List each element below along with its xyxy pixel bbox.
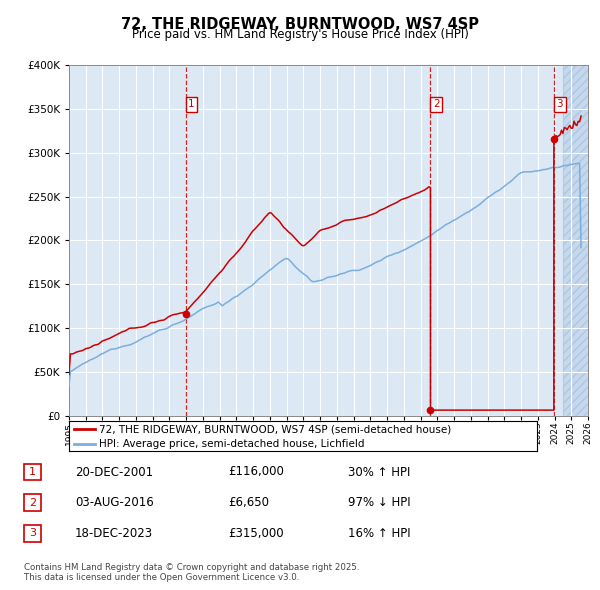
Text: 2: 2 — [29, 498, 36, 507]
Bar — [563, 65, 588, 416]
Text: HPI: Average price, semi-detached house, Lichfield: HPI: Average price, semi-detached house,… — [100, 439, 365, 448]
Text: 1: 1 — [29, 467, 36, 477]
Text: 3: 3 — [29, 529, 36, 538]
Text: Price paid vs. HM Land Registry's House Price Index (HPI): Price paid vs. HM Land Registry's House … — [131, 28, 469, 41]
Text: 72, THE RIDGEWAY, BURNTWOOD, WS7 4SP (semi-detached house): 72, THE RIDGEWAY, BURNTWOOD, WS7 4SP (se… — [100, 424, 452, 434]
Text: 30% ↑ HPI: 30% ↑ HPI — [348, 466, 410, 478]
Bar — [563, 65, 588, 416]
Text: 72, THE RIDGEWAY, BURNTWOOD, WS7 4SP: 72, THE RIDGEWAY, BURNTWOOD, WS7 4SP — [121, 17, 479, 31]
Text: 3: 3 — [556, 99, 563, 109]
Text: £315,000: £315,000 — [228, 527, 284, 540]
Text: £116,000: £116,000 — [228, 466, 284, 478]
Text: 16% ↑ HPI: 16% ↑ HPI — [348, 527, 410, 540]
Text: 03-AUG-2016: 03-AUG-2016 — [75, 496, 154, 509]
Text: £6,650: £6,650 — [228, 496, 269, 509]
Text: 20-DEC-2001: 20-DEC-2001 — [75, 466, 153, 478]
Text: 1: 1 — [188, 99, 195, 109]
Text: 18-DEC-2023: 18-DEC-2023 — [75, 527, 153, 540]
Text: 97% ↓ HPI: 97% ↓ HPI — [348, 496, 410, 509]
Text: 2: 2 — [433, 99, 440, 109]
Text: Contains HM Land Registry data © Crown copyright and database right 2025.
This d: Contains HM Land Registry data © Crown c… — [24, 563, 359, 582]
